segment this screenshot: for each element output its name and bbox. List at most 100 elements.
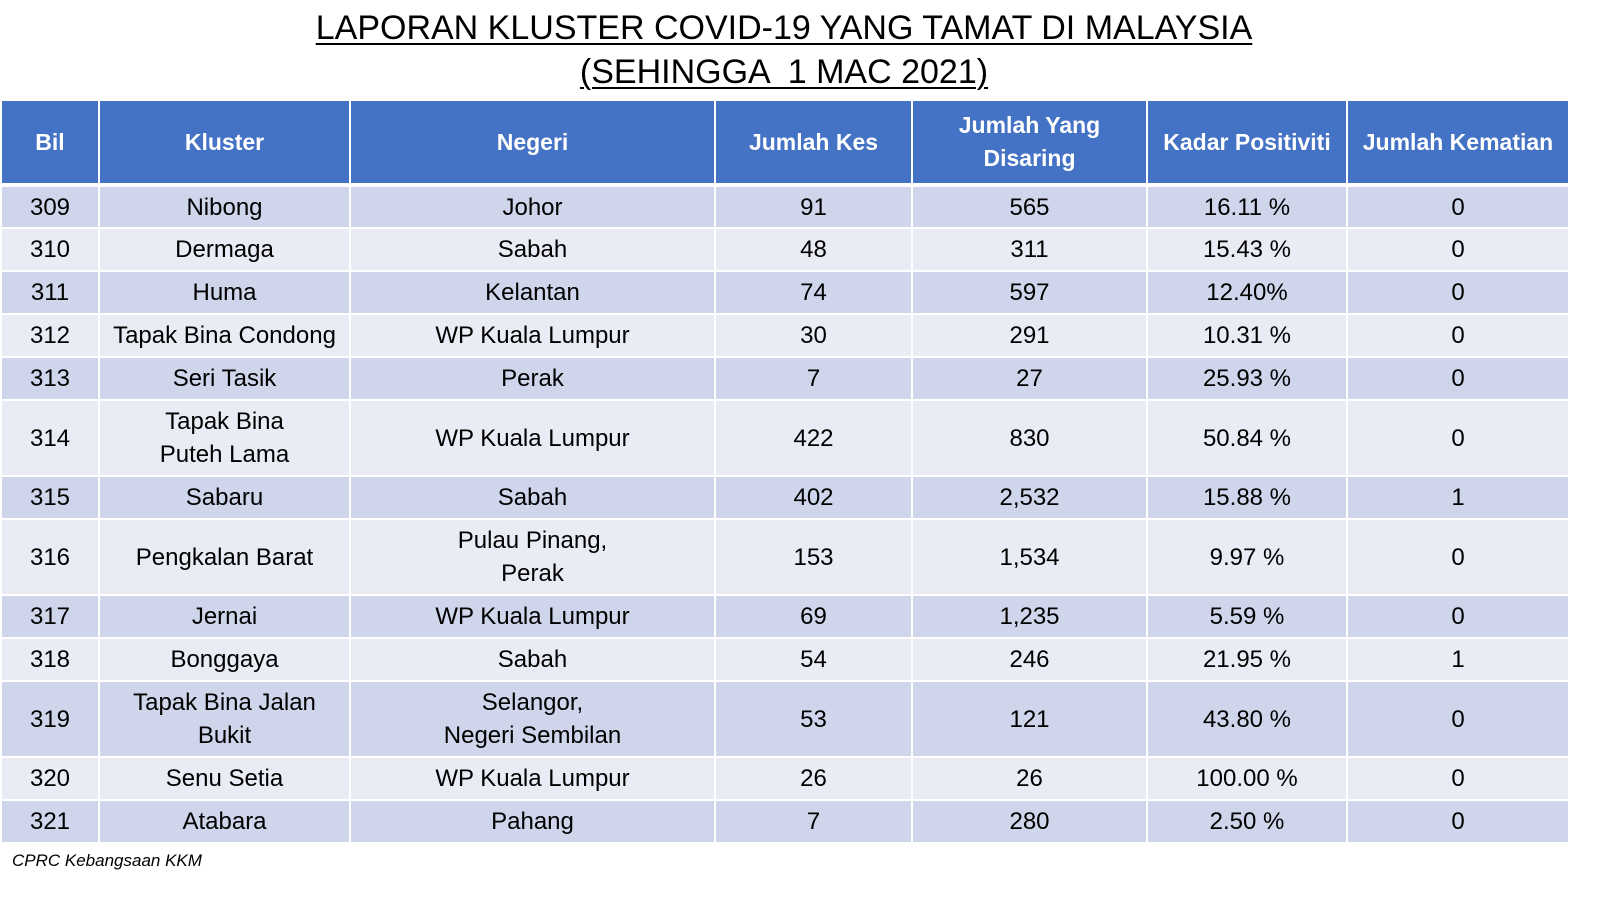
cell-kadar-positiviti: 16.11 % — [1146, 184, 1348, 229]
cell-jumlah-kes: 422 — [714, 399, 913, 477]
cell-negeri: Sabah — [349, 637, 716, 682]
cell-kluster: Tapak Bina Condong — [98, 313, 351, 358]
cell-jumlah-disaring: 2,532 — [911, 475, 1148, 520]
cell-bil: 320 — [0, 756, 100, 801]
cell-negeri: Pahang — [349, 799, 716, 844]
cell-negeri: Perak — [349, 356, 716, 401]
cell-jumlah-kematian: 0 — [1346, 356, 1570, 401]
header-kadar-positiviti: Kadar Positiviti — [1146, 101, 1348, 187]
cell-kadar-positiviti: 9.97 % — [1146, 518, 1348, 596]
cell-bil: 317 — [0, 594, 100, 639]
cell-jumlah-disaring: 830 — [911, 399, 1148, 477]
cell-jumlah-kematian: 0 — [1346, 756, 1570, 801]
cell-jumlah-kematian: 0 — [1346, 227, 1570, 272]
cell-kluster: Huma — [98, 270, 351, 315]
cell-jumlah-kematian: 0 — [1346, 270, 1570, 315]
cell-jumlah-kes: 30 — [714, 313, 913, 358]
cell-jumlah-kes: 53 — [714, 680, 913, 758]
cell-kluster: Jernai — [98, 594, 351, 639]
cell-kadar-positiviti: 15.43 % — [1146, 227, 1348, 272]
cell-negeri: WP Kuala Lumpur — [349, 756, 716, 801]
table-row: 317 Jernai WP Kuala Lumpur 69 1,235 5.59… — [0, 594, 1570, 639]
cell-jumlah-kematian: 0 — [1346, 518, 1570, 596]
cell-kluster: Senu Setia — [98, 756, 351, 801]
table-row: 321 Atabara Pahang 7 280 2.50 % 0 — [0, 799, 1570, 844]
cell-jumlah-kematian: 0 — [1346, 799, 1570, 844]
cell-kluster: Pengkalan Barat — [98, 518, 351, 596]
table-body: 309 Nibong Johor 91 565 16.11 % 0 310 De… — [0, 184, 1570, 844]
cell-kluster: Atabara — [98, 799, 351, 844]
cell-negeri: WP Kuala Lumpur — [349, 313, 716, 358]
cell-jumlah-kematian: 0 — [1346, 313, 1570, 358]
cell-bil: 314 — [0, 399, 100, 477]
source-footer: CPRC Kebangsaan KKM — [12, 851, 202, 870]
cell-kluster: Dermaga — [98, 227, 351, 272]
table-row: 310 Dermaga Sabah 48 311 15.43 % 0 — [0, 227, 1570, 272]
cell-jumlah-disaring: 597 — [911, 270, 1148, 315]
report-title-line-2: (SEHINGGA 1 MAC 2021) — [579, 53, 989, 91]
cell-kadar-positiviti: 2.50 % — [1146, 799, 1348, 844]
cell-kadar-positiviti: 10.31 % — [1146, 313, 1348, 358]
cell-bil: 309 — [0, 184, 100, 229]
cell-jumlah-disaring: 27 — [911, 356, 1148, 401]
cell-jumlah-kes: 74 — [714, 270, 913, 315]
cell-jumlah-kes: 7 — [714, 799, 913, 844]
cell-jumlah-kes: 7 — [714, 356, 913, 401]
cell-jumlah-kes: 91 — [714, 184, 913, 229]
cell-negeri: WP Kuala Lumpur — [349, 399, 716, 477]
header-kluster: Kluster — [98, 101, 351, 187]
cell-kadar-positiviti: 43.80 % — [1146, 680, 1348, 758]
cell-kadar-positiviti: 25.93 % — [1146, 356, 1348, 401]
cell-bil: 315 — [0, 475, 100, 520]
table-row: 309 Nibong Johor 91 565 16.11 % 0 — [0, 184, 1570, 229]
cell-jumlah-disaring: 1,534 — [911, 518, 1148, 596]
table-row: 319 Tapak Bina Jalan Bukit Selangor, Neg… — [0, 680, 1570, 758]
cell-bil: 313 — [0, 356, 100, 401]
table-row: 313 Seri Tasik Perak 7 27 25.93 % 0 — [0, 356, 1570, 401]
cell-jumlah-kematian: 1 — [1346, 475, 1570, 520]
cell-kadar-positiviti: 12.40% — [1146, 270, 1348, 315]
header-jumlah-disaring: Jumlah Yang Disaring — [911, 101, 1148, 187]
table-row: 318 Bonggaya Sabah 54 246 21.95 % 1 — [0, 637, 1570, 682]
cell-jumlah-kes: 48 — [714, 227, 913, 272]
cell-kadar-positiviti: 15.88 % — [1146, 475, 1348, 520]
cell-negeri: WP Kuala Lumpur — [349, 594, 716, 639]
table-row: 316 Pengkalan Barat Pulau Pinang, Perak … — [0, 518, 1570, 596]
cell-jumlah-disaring: 1,235 — [911, 594, 1148, 639]
cell-jumlah-disaring: 311 — [911, 227, 1148, 272]
cell-negeri: Kelantan — [349, 270, 716, 315]
cell-kluster: Seri Tasik — [98, 356, 351, 401]
cell-kluster: Sabaru — [98, 475, 351, 520]
cell-negeri: Selangor, Negeri Sembilan — [349, 680, 716, 758]
header-jumlah-kematian: Jumlah Kematian — [1346, 101, 1570, 187]
cell-bil: 312 — [0, 313, 100, 358]
cell-kluster: Bonggaya — [98, 637, 351, 682]
report-title-line-1: LAPORAN KLUSTER COVID-19 YANG TAMAT DI M… — [315, 9, 1253, 47]
cell-jumlah-kematian: 0 — [1346, 680, 1570, 758]
cluster-table: Bil Kluster Negeri Jumlah Kes Jumlah Yan… — [0, 101, 1570, 844]
cell-bil: 321 — [0, 799, 100, 844]
cell-kadar-positiviti: 5.59 % — [1146, 594, 1348, 639]
cell-jumlah-kes: 402 — [714, 475, 913, 520]
cell-kluster: Tapak Bina Jalan Bukit — [98, 680, 351, 758]
header-jumlah-kes: Jumlah Kes — [714, 101, 913, 187]
cell-jumlah-kematian: 0 — [1346, 184, 1570, 229]
cell-negeri: Johor — [349, 184, 716, 229]
table-row: 315 Sabaru Sabah 402 2,532 15.88 % 1 — [0, 475, 1570, 520]
cell-jumlah-kes: 54 — [714, 637, 913, 682]
cell-jumlah-kes: 26 — [714, 756, 913, 801]
cell-jumlah-disaring: 26 — [911, 756, 1148, 801]
cell-jumlah-disaring: 565 — [911, 184, 1148, 229]
report-title: LAPORAN KLUSTER COVID-19 YANG TAMAT DI M… — [0, 6, 1568, 94]
cell-jumlah-disaring: 246 — [911, 637, 1148, 682]
cell-negeri: Pulau Pinang, Perak — [349, 518, 716, 596]
cell-jumlah-disaring: 121 — [911, 680, 1148, 758]
table-header-row: Bil Kluster Negeri Jumlah Kes Jumlah Yan… — [0, 101, 1570, 187]
cell-bil: 311 — [0, 270, 100, 315]
cell-negeri: Sabah — [349, 227, 716, 272]
cell-bil: 318 — [0, 637, 100, 682]
table-row: 312 Tapak Bina Condong WP Kuala Lumpur 3… — [0, 313, 1570, 358]
cell-bil: 319 — [0, 680, 100, 758]
cell-kluster: Tapak Bina Puteh Lama — [98, 399, 351, 477]
cell-jumlah-kes: 69 — [714, 594, 913, 639]
